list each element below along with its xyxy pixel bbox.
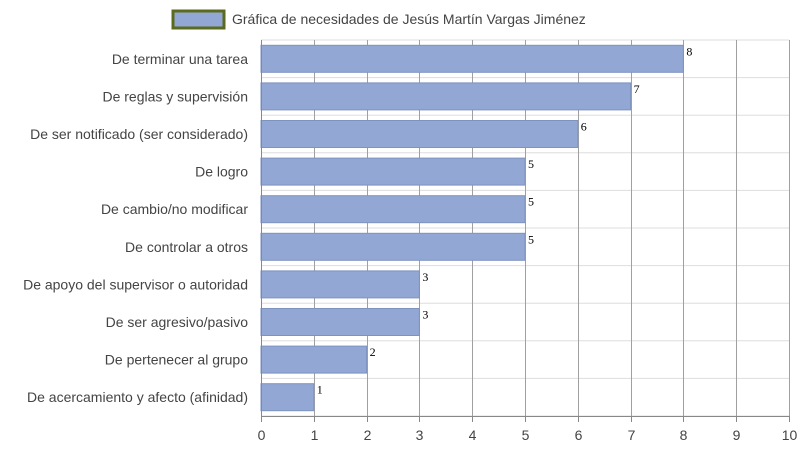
category-label: De controlar a otros	[125, 239, 248, 255]
bar-value-label: 8	[686, 44, 692, 58]
bar	[260, 195, 526, 224]
x-tick-label: 8	[680, 427, 688, 443]
x-tick-label: 9	[733, 427, 741, 443]
bar	[260, 383, 315, 412]
bar-value-label: 5	[528, 195, 534, 209]
bar-value-label: 1	[317, 383, 323, 397]
x-tick-label: 7	[628, 427, 636, 443]
bar	[260, 308, 420, 336]
axes: 0 1 2 3 4 5 6 7 8 9 10	[258, 40, 798, 443]
chart-legend: Gráfica de necesidades de Jesús Martín V…	[171, 9, 586, 30]
bar	[260, 232, 526, 261]
bar	[260, 270, 420, 299]
category-label: De logro	[195, 164, 248, 180]
bar-value-label: 2	[370, 345, 376, 359]
x-tick-label: 2	[364, 427, 372, 443]
category-label: De ser agresivo/pasivo	[106, 314, 249, 330]
category-label: De pertenecer al grupo	[105, 352, 248, 368]
category-label: De reglas y supervisión	[102, 88, 248, 104]
x-tick-label: 0	[258, 427, 266, 443]
bar-value-label: 3	[422, 308, 428, 322]
x-tick-label: 6	[575, 427, 583, 443]
bar-value-label: 5	[528, 157, 534, 171]
bar	[260, 345, 368, 374]
x-tick-label: 10	[782, 427, 798, 443]
bar	[260, 44, 684, 73]
category-label: De cambio/no modificar	[101, 201, 248, 217]
legend-swatch	[171, 9, 226, 30]
category-label: De ser notificado (ser considerado)	[30, 126, 248, 142]
bars: 8 De terminar una tarea 7 De reglas y super…	[23, 44, 692, 412]
bar	[260, 120, 579, 148]
x-tick-label: 5	[522, 427, 530, 443]
x-tick-label: 3	[416, 427, 424, 443]
bar	[260, 157, 526, 186]
category-label: De terminar una tarea	[112, 51, 248, 67]
bar-value-label: 6	[581, 120, 587, 134]
x-tick-label: 4	[469, 427, 477, 443]
bar-value-label: 5	[528, 232, 534, 246]
bar-value-label: 3	[422, 270, 428, 284]
category-label: De apoyo del supervisor o autoridad	[23, 276, 248, 292]
x-tick-label: 1	[311, 427, 319, 443]
category-label: De acercamiento y afecto (afinidad)	[27, 389, 248, 405]
legend-label: Gráfica de necesidades de Jesús Martín V…	[232, 11, 586, 27]
bar	[260, 82, 632, 111]
bar-value-label: 7	[634, 82, 640, 96]
